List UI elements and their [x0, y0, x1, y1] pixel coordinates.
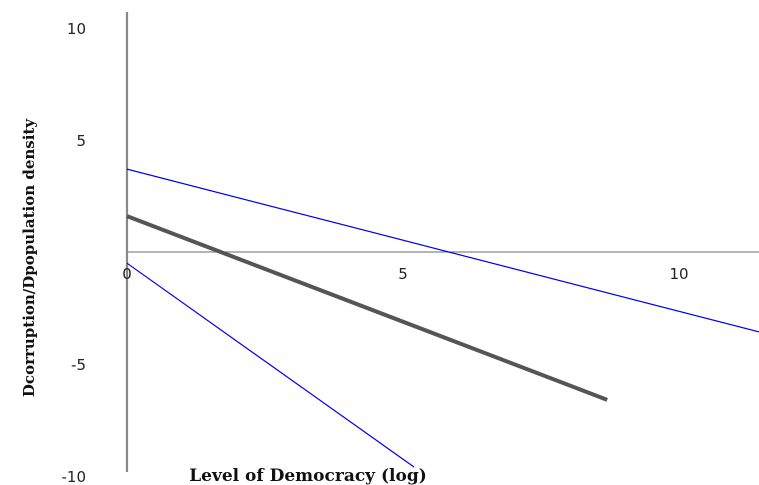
- series-line-upper-bound: [126, 168, 759, 333]
- x-tick-label: 5: [398, 265, 408, 283]
- y-tick-label: 5: [76, 132, 86, 150]
- series-layer: [126, 168, 759, 468]
- x-tick-labels: 0 5 10: [122, 265, 688, 283]
- series-line-estimate: [126, 214, 608, 402]
- y-tick-label: -10: [62, 468, 87, 485]
- y-axis-title: Dcorruption/Dpopulation density: [20, 118, 38, 397]
- y-tick-label: 10: [67, 20, 86, 38]
- series-line-lower-bound: [126, 262, 415, 468]
- y-tick-labels: 10 5 -5 -10: [62, 20, 87, 485]
- y-tick-label: -5: [71, 356, 86, 374]
- x-tick-label: 0: [122, 265, 132, 283]
- x-tick-label: 10: [669, 265, 688, 283]
- x-axis-title: Level of Democracy (log): [189, 466, 427, 485]
- axes: [125, 12, 759, 472]
